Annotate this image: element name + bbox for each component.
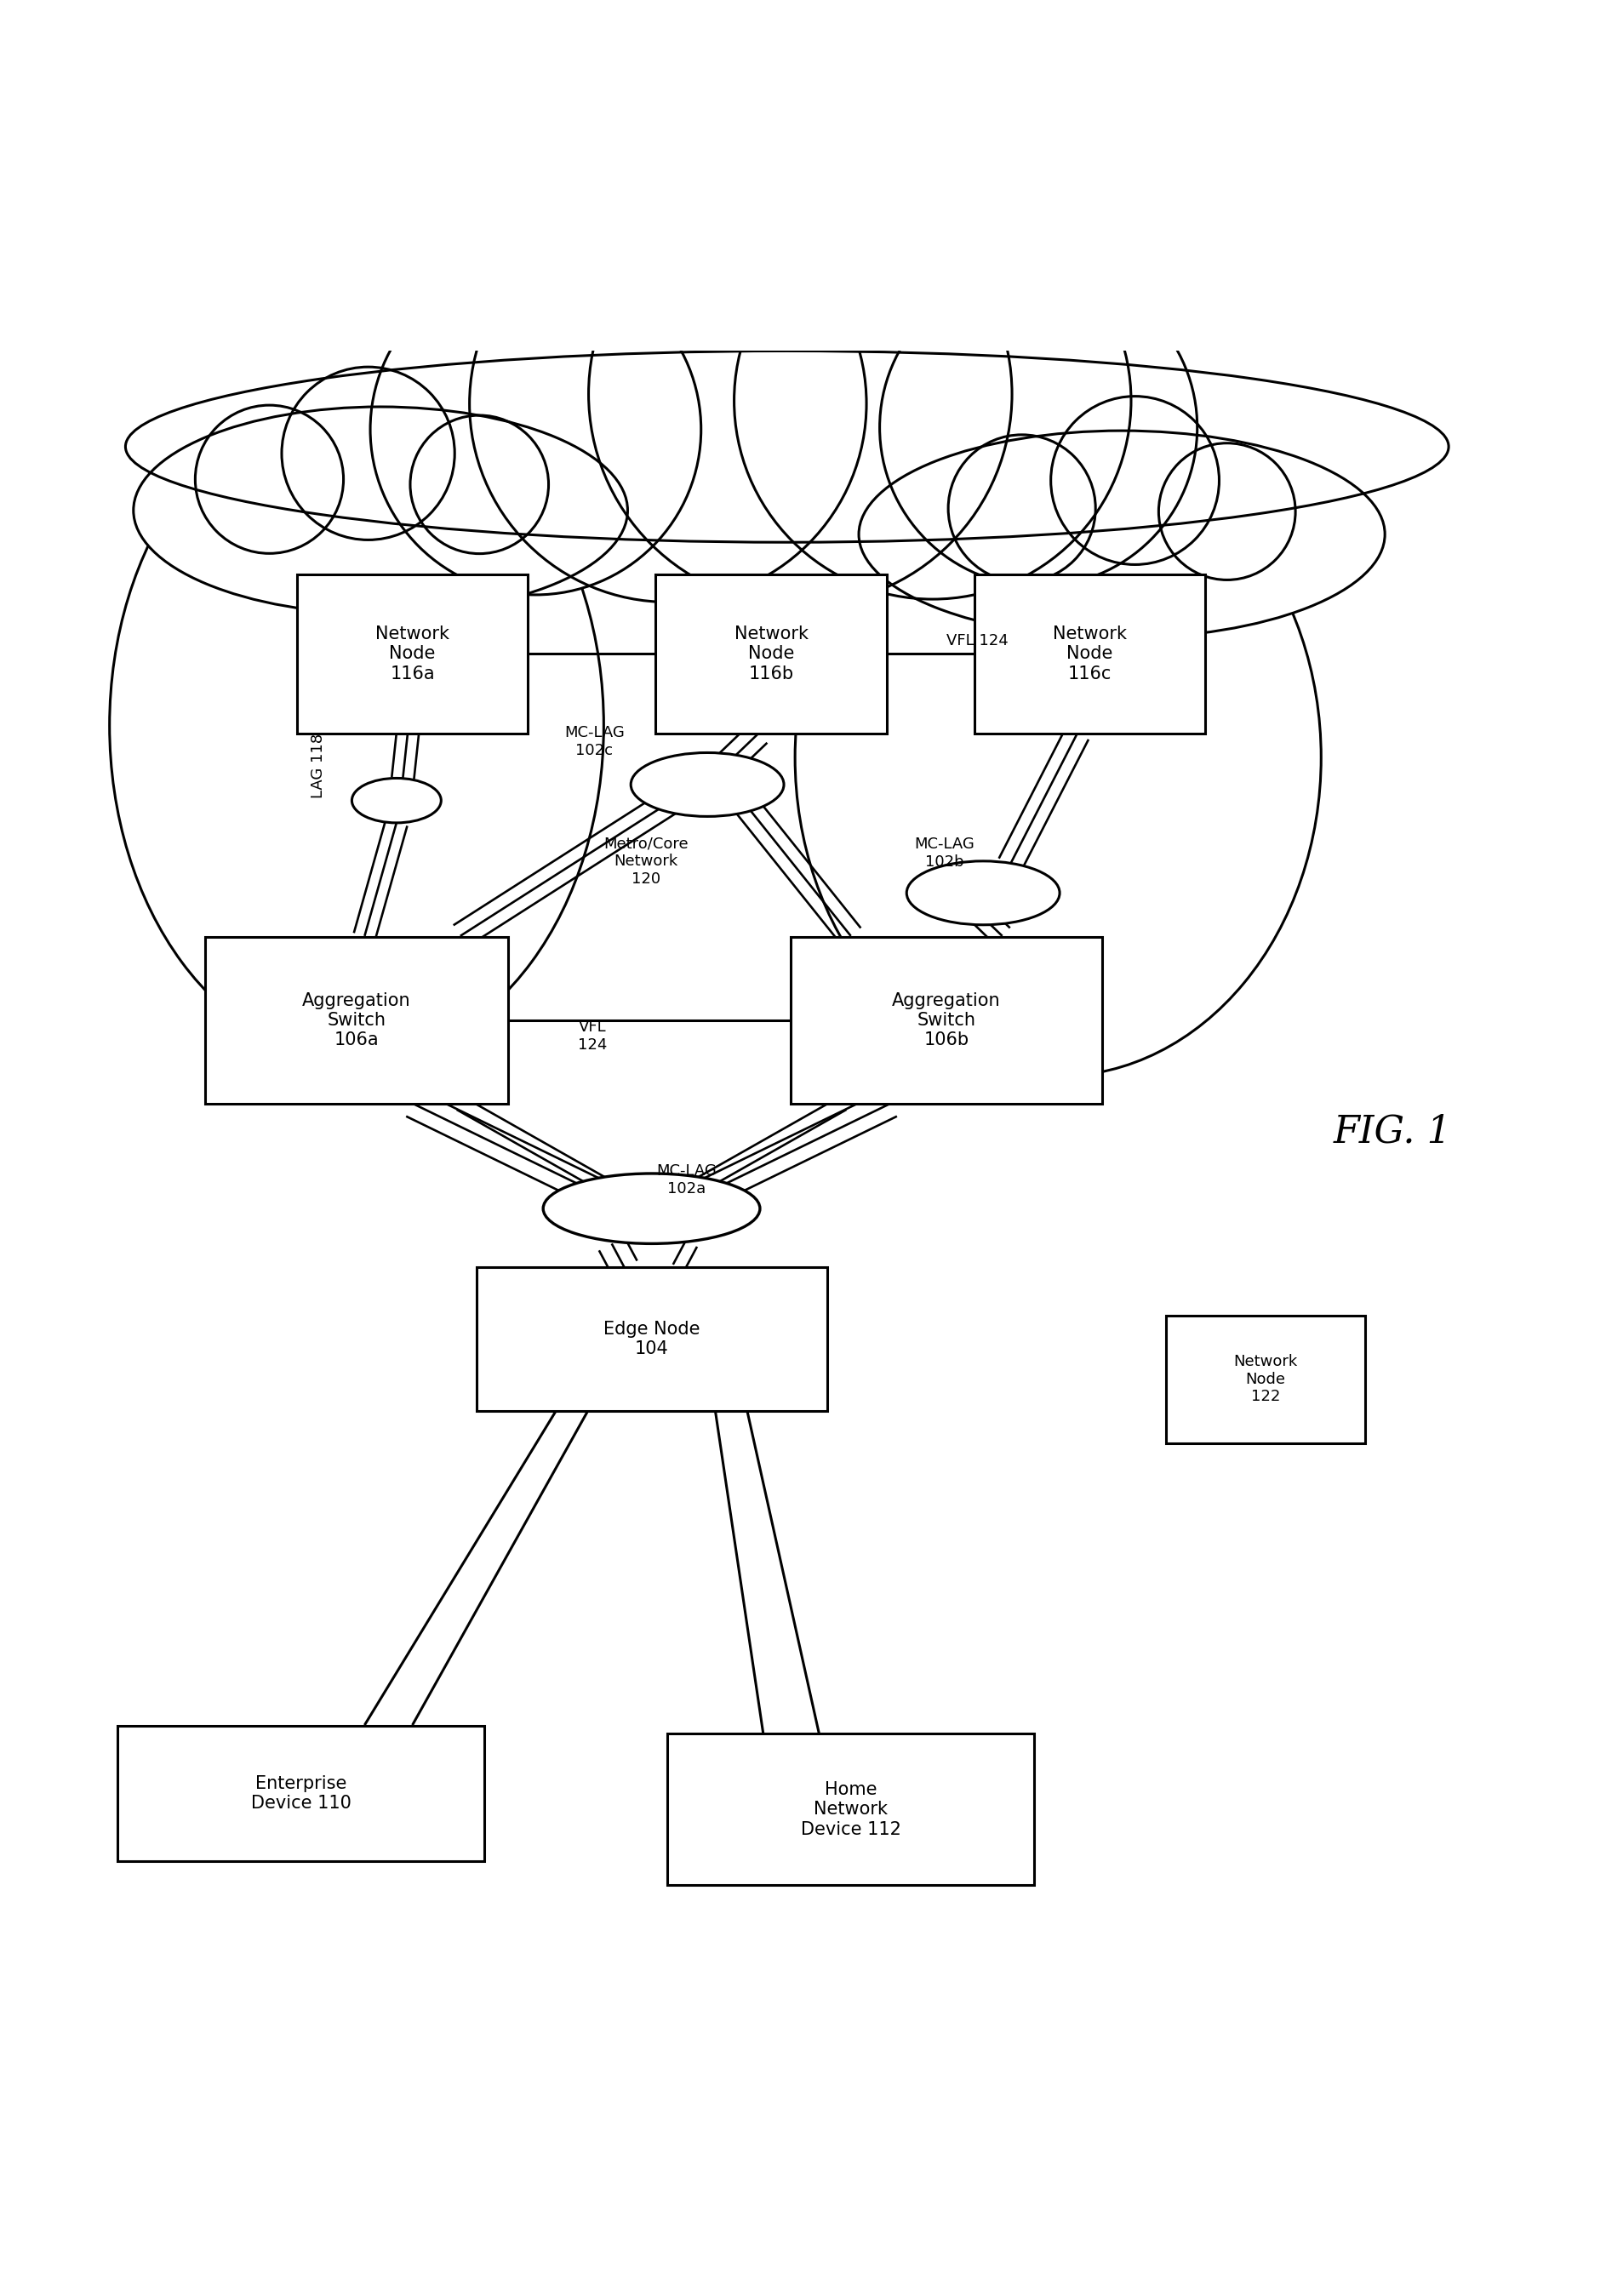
Circle shape: [410, 416, 549, 553]
Ellipse shape: [352, 778, 442, 822]
Circle shape: [1050, 397, 1219, 565]
Circle shape: [588, 181, 1012, 606]
Bar: [655, 574, 887, 732]
Ellipse shape: [795, 439, 1322, 1077]
Text: Aggregation
Switch
106b: Aggregation Switch 106b: [893, 992, 1001, 1049]
Text: VFL
124: VFL 124: [578, 1019, 607, 1054]
Text: Metro/Core
Network
120: Metro/Core Network 120: [604, 836, 689, 886]
Circle shape: [880, 269, 1196, 585]
Text: VFL 124: VFL 124: [946, 634, 1009, 650]
Text: Aggregation
Switch
106a: Aggregation Switch 106a: [302, 992, 411, 1049]
Text: Edge Node
104: Edge Node 104: [604, 1320, 700, 1357]
Bar: [297, 574, 528, 732]
Bar: [117, 1727, 483, 1862]
Text: Home
Network
Device 112: Home Network Device 112: [801, 1782, 901, 1837]
Circle shape: [281, 367, 454, 540]
Ellipse shape: [859, 432, 1384, 638]
Circle shape: [734, 202, 1131, 599]
Circle shape: [469, 204, 867, 602]
Text: Enterprise
Device 110: Enterprise Device 110: [251, 1775, 352, 1812]
Bar: [668, 1733, 1034, 1885]
Ellipse shape: [109, 390, 604, 1061]
Text: MC-LAG
102a: MC-LAG 102a: [657, 1164, 716, 1196]
Circle shape: [371, 264, 702, 595]
Text: LAG 118: LAG 118: [310, 732, 326, 797]
Circle shape: [196, 404, 344, 553]
Text: Network
Node
116b: Network Node 116b: [734, 625, 808, 682]
Ellipse shape: [907, 861, 1060, 925]
Bar: [477, 1267, 827, 1412]
Text: Network
Node
116a: Network Node 116a: [376, 625, 450, 682]
Ellipse shape: [125, 351, 1449, 542]
Bar: [1166, 1316, 1365, 1442]
Bar: [206, 937, 507, 1104]
Text: Network
Node
116c: Network Node 116c: [1054, 625, 1127, 682]
Circle shape: [948, 434, 1095, 583]
Bar: [792, 937, 1102, 1104]
Circle shape: [1158, 443, 1296, 581]
Bar: [975, 574, 1206, 732]
Ellipse shape: [133, 406, 628, 613]
Ellipse shape: [543, 1173, 760, 1244]
Text: Network
Node
122: Network Node 122: [1233, 1355, 1298, 1405]
Text: FIG. 1: FIG. 1: [1333, 1114, 1452, 1150]
Ellipse shape: [631, 753, 784, 817]
Text: MC-LAG
102c: MC-LAG 102c: [564, 726, 625, 758]
Text: MC-LAG
102b: MC-LAG 102b: [914, 836, 975, 870]
